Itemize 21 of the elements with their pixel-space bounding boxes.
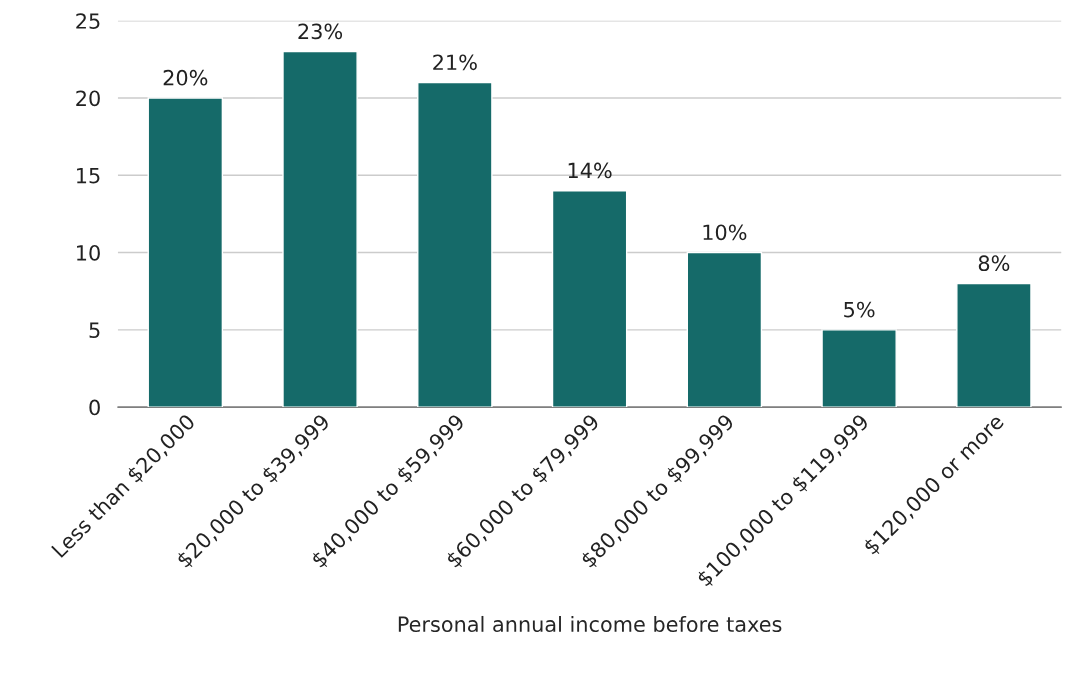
data-label: 23% [298, 23, 343, 40]
y-tick-label: 0 [89, 399, 100, 416]
bar [821, 329, 897, 408]
data-label: 10% [703, 224, 747, 241]
y-tick-label: 15 [77, 167, 100, 184]
x-axis-title: Personal annual income before taxes [398, 615, 782, 633]
data-label: 8% [978, 255, 1010, 272]
bar [282, 50, 358, 408]
bar [686, 251, 763, 408]
bar [551, 190, 628, 408]
data-label: 21% [433, 54, 477, 71]
data-label: 14% [568, 162, 612, 179]
y-tick-label: 5 [89, 322, 100, 339]
bar [147, 97, 224, 408]
y-tick-label: 25 [76, 13, 100, 29]
data-label: 5% [844, 301, 875, 318]
data-label: 20% [163, 69, 208, 86]
y-tick-label: 10 [77, 244, 100, 261]
bar [956, 282, 1032, 408]
bar [417, 81, 493, 408]
y-tick-label: 20 [76, 90, 100, 107]
